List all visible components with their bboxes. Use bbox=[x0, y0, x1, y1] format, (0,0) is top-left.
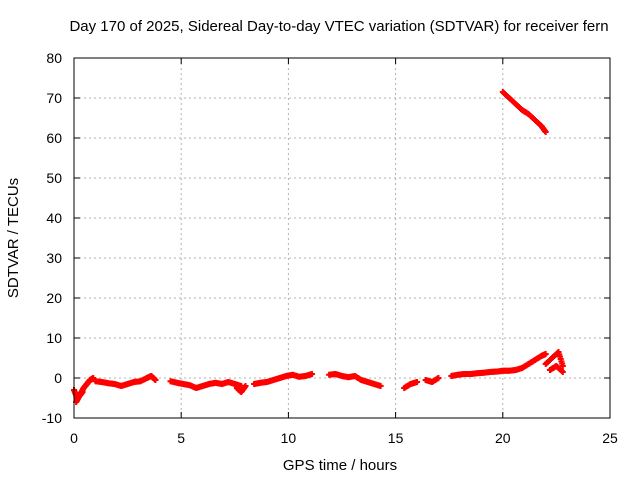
data-point bbox=[435, 375, 442, 381]
data-point bbox=[242, 383, 249, 389]
y-tick-label: 60 bbox=[46, 130, 62, 146]
y-tick-label: 40 bbox=[46, 210, 62, 226]
plot-frame bbox=[73, 57, 611, 419]
x-tick-label: 5 bbox=[177, 430, 185, 446]
data-point bbox=[414, 379, 421, 385]
y-tick-label: 30 bbox=[46, 250, 62, 266]
data-point bbox=[542, 351, 549, 357]
data-point bbox=[559, 369, 566, 375]
grid-layer bbox=[74, 58, 610, 418]
data-point bbox=[79, 389, 86, 395]
x-tick-label: 10 bbox=[281, 430, 297, 446]
y-tick-label: 50 bbox=[46, 170, 62, 186]
y-tick-label: 0 bbox=[54, 370, 62, 386]
marks-layer bbox=[71, 89, 566, 405]
y-tick-label: 20 bbox=[46, 290, 62, 306]
data-point bbox=[542, 129, 549, 135]
x-axis-title: GPS time / hours bbox=[283, 457, 397, 474]
x-tick-label: 25 bbox=[602, 430, 618, 446]
x-tick-label: 0 bbox=[70, 430, 78, 446]
data-point bbox=[90, 375, 97, 381]
data-point bbox=[152, 377, 159, 383]
x-tick-label: 20 bbox=[495, 430, 511, 446]
y-tick-label: 10 bbox=[46, 330, 62, 346]
data-point bbox=[377, 383, 384, 389]
y-axis-title: SDTVAR / TECUs bbox=[5, 178, 22, 298]
data-point bbox=[308, 371, 315, 377]
y-tick-label: -10 bbox=[42, 410, 62, 426]
y-tick-label: 80 bbox=[46, 50, 62, 66]
data-point bbox=[559, 363, 566, 369]
y-tick-label: 70 bbox=[46, 90, 62, 106]
chart-title: Day 170 of 2025, Sidereal Day-to-day VTE… bbox=[69, 18, 608, 35]
tick-layer: 0 5 10 15 20 25 -10 0 10 20 30 40 50 60 70 80 bbox=[42, 50, 618, 446]
x-tick-label: 15 bbox=[388, 430, 404, 446]
